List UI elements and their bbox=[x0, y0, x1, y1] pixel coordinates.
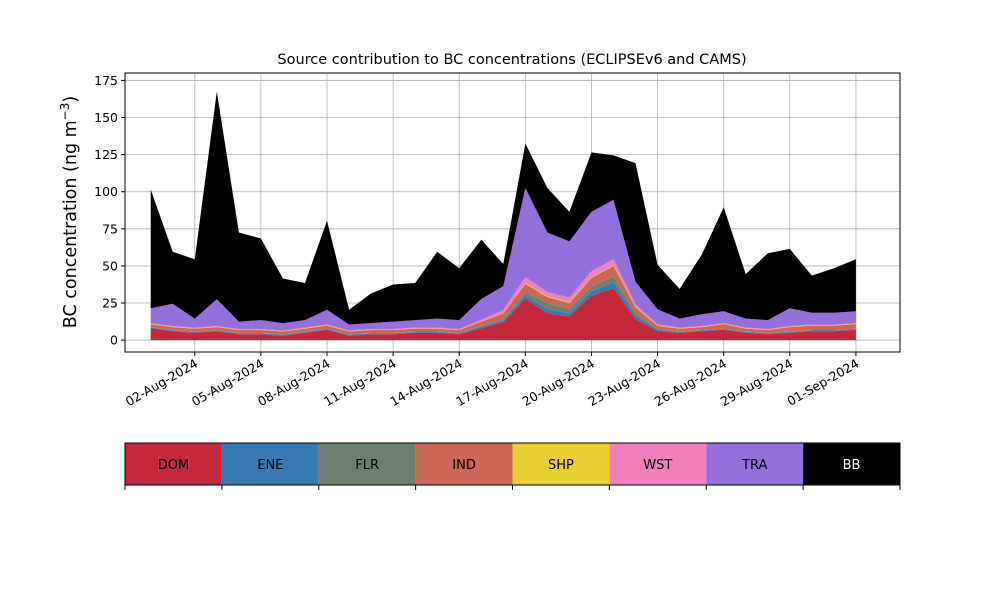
x-tick-label: 02-Aug-2024 bbox=[123, 356, 201, 409]
legend-swatch-tra bbox=[706, 443, 804, 485]
y-tick-label: 25 bbox=[102, 296, 118, 311]
y-tick-label: 75 bbox=[102, 221, 118, 236]
x-tick-label: 29-Aug-2024 bbox=[718, 356, 796, 409]
legend-swatch-ene bbox=[221, 443, 319, 485]
x-tick-labels: 02-Aug-202405-Aug-202408-Aug-202411-Aug-… bbox=[123, 356, 862, 409]
x-tick-label: 23-Aug-2024 bbox=[586, 356, 664, 409]
area-tra bbox=[150, 188, 856, 331]
legend-label-dom: DOM bbox=[158, 458, 189, 473]
x-tick-label: 01-Sep-2024 bbox=[784, 356, 861, 409]
stacked-areas bbox=[150, 91, 856, 341]
axes bbox=[121, 72, 901, 356]
legend-swatch-wst bbox=[609, 443, 707, 485]
x-tick-label: 11-Aug-2024 bbox=[321, 356, 399, 409]
y-axis-label-main: BC concentration (ng m bbox=[61, 120, 81, 328]
x-tick-label: 26-Aug-2024 bbox=[652, 356, 730, 409]
legend-label-wst: WST bbox=[643, 458, 672, 473]
y-axis-label-superscript: −3 bbox=[58, 103, 72, 121]
legend-label-tra: TRA bbox=[741, 458, 767, 473]
legend-label-ind: IND bbox=[452, 458, 476, 473]
plot-frame bbox=[124, 72, 901, 353]
x-tick-label: 17-Aug-2024 bbox=[453, 356, 531, 409]
legend-label-flr: FLR bbox=[355, 458, 379, 473]
y-tick-labels: 0 25 50 75 100 125 150 175 bbox=[94, 73, 118, 348]
y-tick-label: 125 bbox=[94, 147, 118, 162]
y-tick-label: 0 bbox=[110, 333, 118, 348]
legend-swatch-flr bbox=[318, 443, 416, 485]
legend-swatch-ind bbox=[415, 443, 513, 485]
y-axis-label-close: ) bbox=[61, 96, 81, 103]
y-tick-label: 50 bbox=[102, 258, 118, 273]
legend-swatch-dom bbox=[125, 443, 222, 485]
x-tick-label: 14-Aug-2024 bbox=[387, 356, 465, 409]
area-bb bbox=[150, 91, 856, 325]
area-dom bbox=[150, 288, 856, 341]
x-tick-label: 20-Aug-2024 bbox=[519, 356, 597, 409]
legend-label-ene: ENE bbox=[257, 458, 283, 473]
legend-label-bb: BB bbox=[843, 458, 861, 473]
y-tick-label: 150 bbox=[94, 110, 118, 125]
legend-swatch-bb bbox=[803, 443, 900, 485]
legend-swatch-shp bbox=[512, 443, 610, 485]
x-tick-label: 08-Aug-2024 bbox=[255, 356, 333, 409]
y-tick-label: 175 bbox=[94, 73, 118, 88]
chart-title: Source contribution to BC concentrations… bbox=[277, 52, 746, 68]
x-tick-label: 05-Aug-2024 bbox=[189, 356, 267, 409]
y-tick-label: 100 bbox=[94, 184, 118, 199]
y-axis-label: BC concentration (ng m−3) bbox=[58, 96, 81, 328]
legend-colorbar: DOM ENE FLR IND SHP WST TRA BB bbox=[124, 442, 901, 490]
legend-label-shp: SHP bbox=[548, 458, 574, 473]
